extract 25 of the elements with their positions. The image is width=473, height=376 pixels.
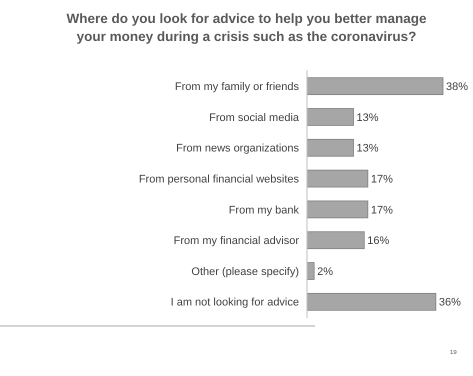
bar bbox=[306, 138, 354, 157]
bar bbox=[306, 292, 436, 311]
data-label: 2% bbox=[317, 266, 334, 278]
bar bbox=[306, 200, 368, 218]
y-tick-label: I am not looking for advice bbox=[170, 296, 299, 309]
y-tick-label: From personal financial websites bbox=[138, 173, 300, 186]
bar bbox=[306, 262, 315, 280]
data-label: 13% bbox=[356, 112, 379, 124]
data-label: 36% bbox=[438, 296, 462, 309]
y-tick-label: From my financial advisor bbox=[174, 235, 300, 248]
y-tick-label: From news organizations bbox=[176, 142, 300, 155]
y-tick-label: From my family or friends bbox=[174, 81, 300, 94]
data-label: 13% bbox=[356, 142, 379, 155]
data-label: 17% bbox=[370, 173, 394, 186]
y-tick-label: Other (please specify) bbox=[191, 266, 299, 278]
bar bbox=[306, 170, 368, 188]
data-label: 17% bbox=[370, 204, 394, 216]
y-tick-label: From my bank bbox=[228, 204, 300, 216]
bar bbox=[306, 231, 365, 250]
data-label: 38% bbox=[446, 81, 468, 94]
bar bbox=[306, 77, 444, 96]
bar bbox=[306, 108, 354, 126]
data-label: 16% bbox=[367, 235, 390, 248]
chart-title: Where do you look for advice to help you better manage your money during a crisis such as the coronavirus? bbox=[66, 11, 428, 44]
y-tick-label: From social media bbox=[209, 112, 300, 124]
